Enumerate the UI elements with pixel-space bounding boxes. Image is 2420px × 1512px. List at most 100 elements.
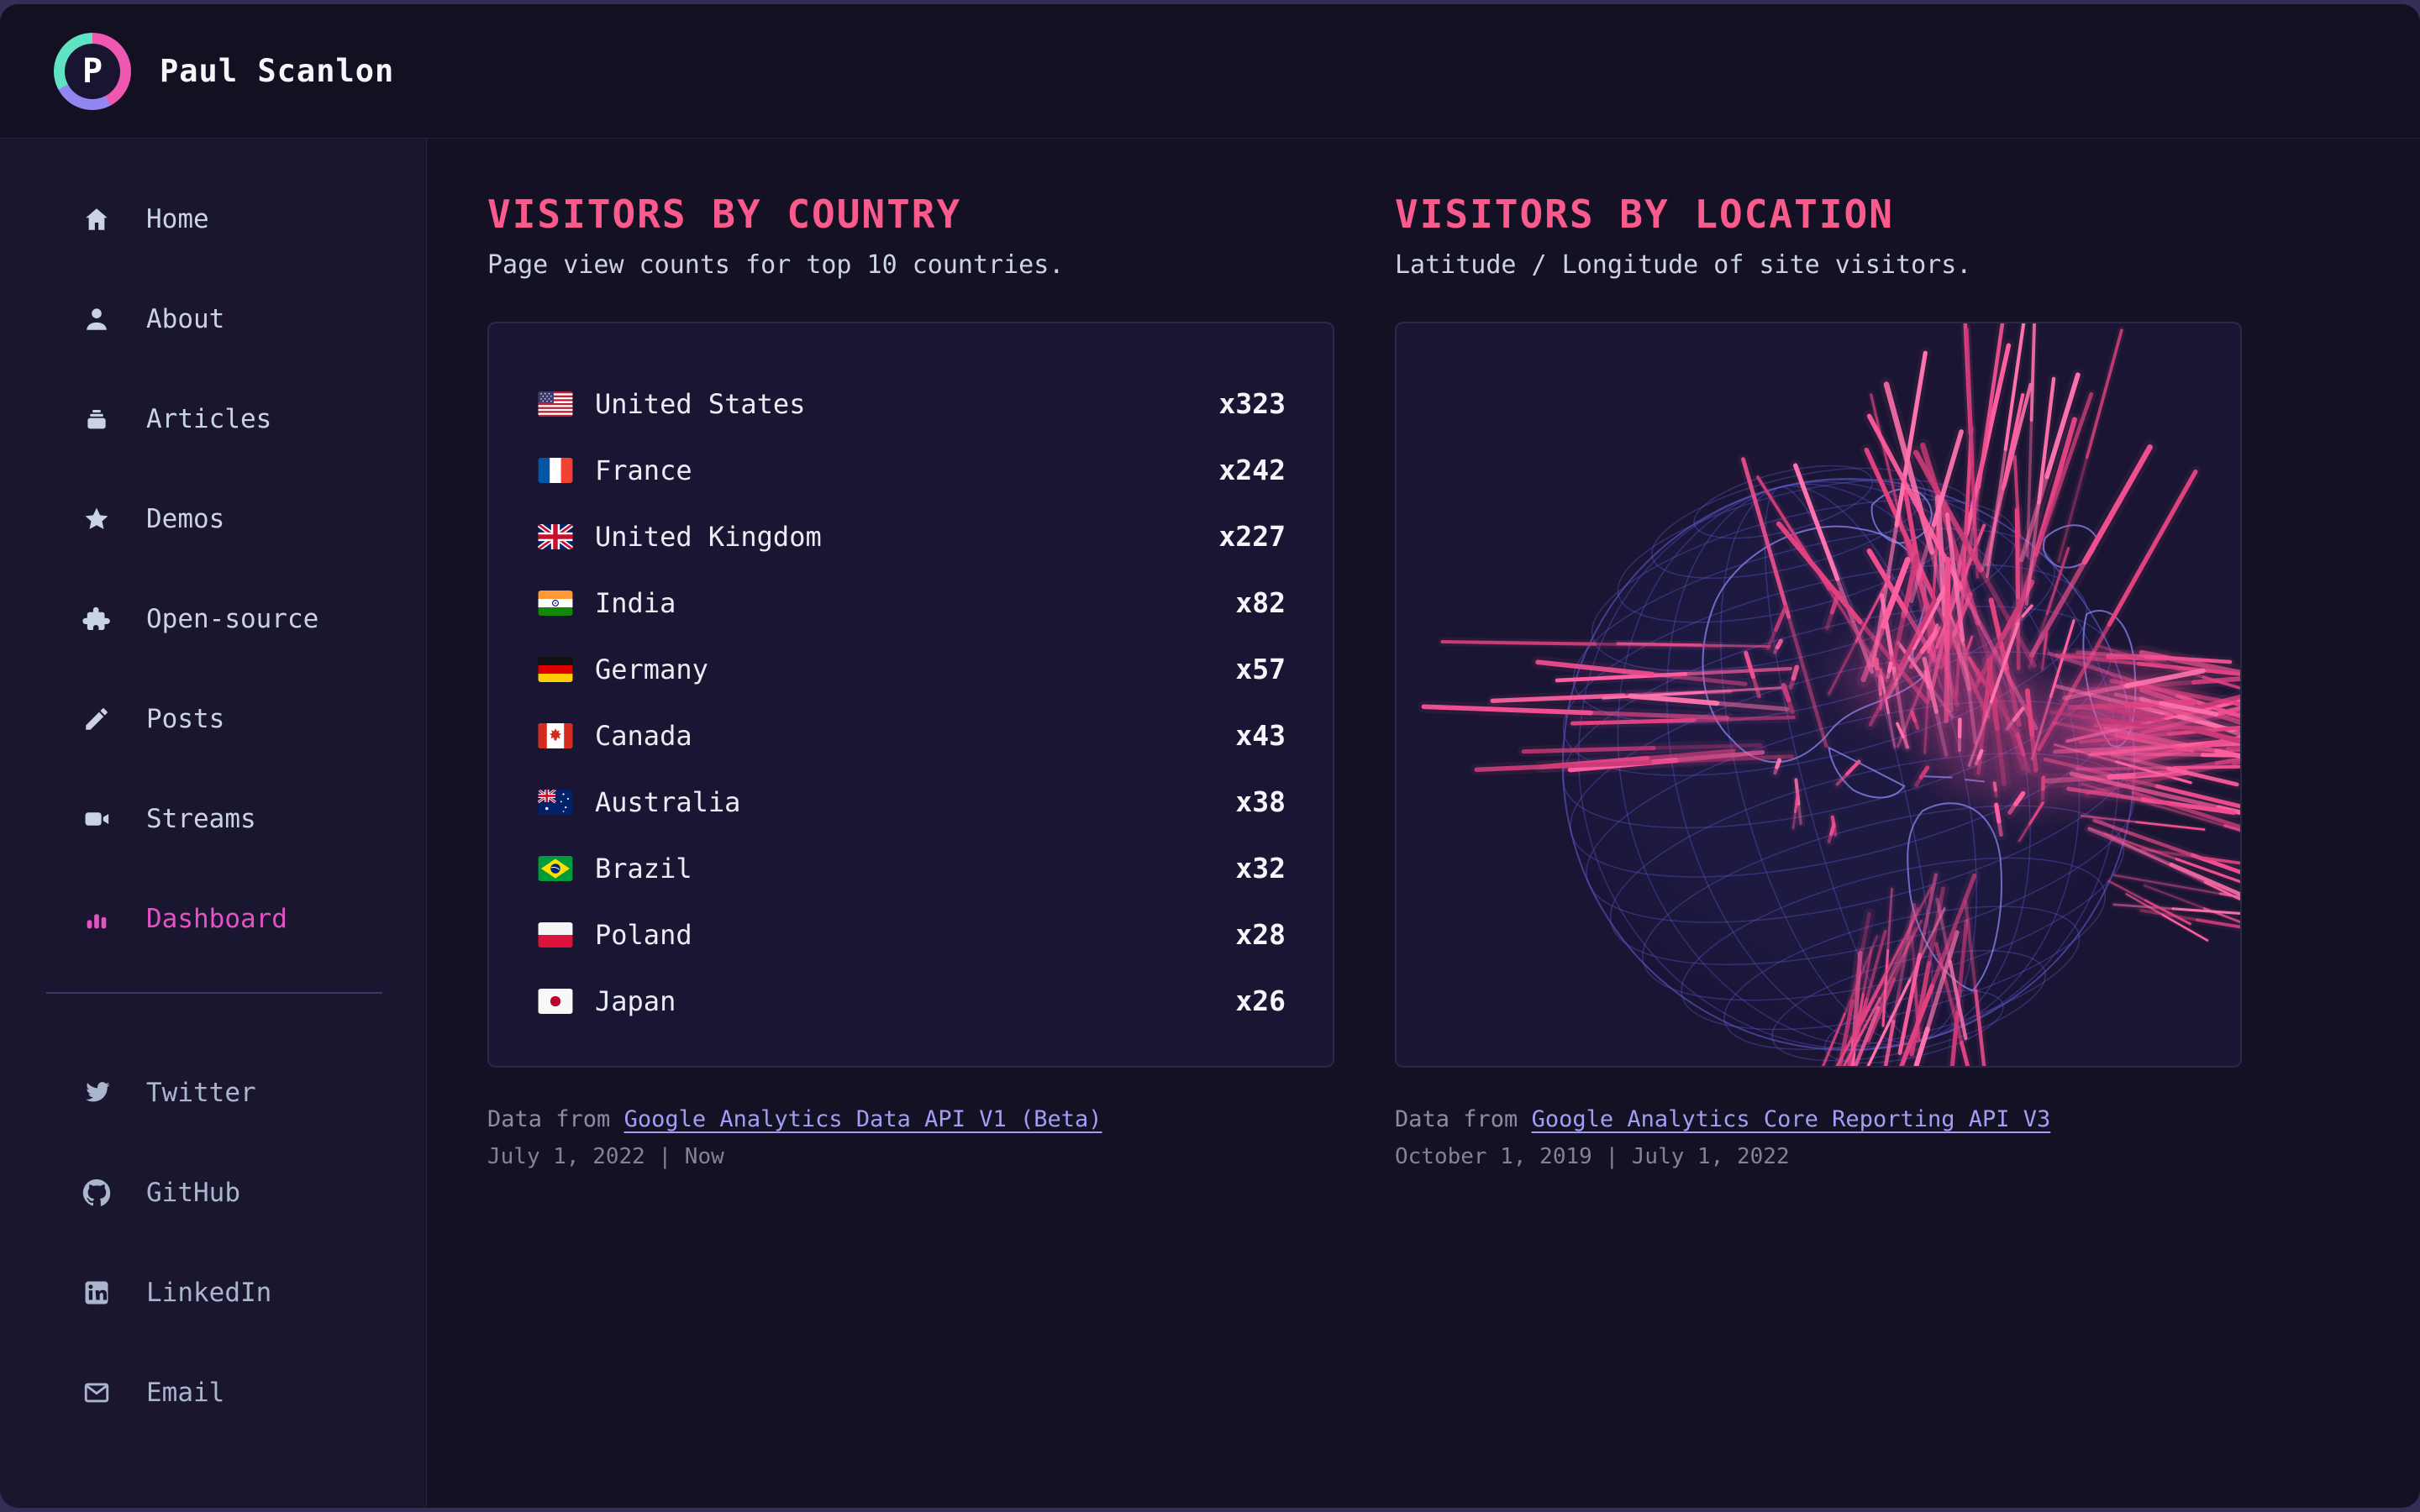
sidebar-link-label: Twitter [146, 1078, 256, 1108]
sidebar-item-posts[interactable]: Posts [81, 692, 426, 746]
star-icon [81, 503, 113, 535]
visitor-spikes [1418, 323, 2240, 1066]
source-prefix: Data from [487, 1106, 624, 1132]
country-count: x38 [1235, 785, 1286, 818]
sidebar-item-articles[interactable]: Articles [81, 392, 426, 446]
app-window: P Paul Scanlon Home About Articles Demos [0, 4, 2420, 1508]
sidebar-item-dashboard[interactable]: Dashboard [81, 892, 426, 946]
country-panel-date-range: July 1, 2022 | Now [487, 1144, 724, 1169]
sidebar-link-twitter[interactable]: Twitter [81, 1066, 426, 1120]
sidebar-item-demos[interactable]: Demos [81, 492, 426, 546]
sidebar-divider [46, 992, 382, 994]
country-name: France [595, 454, 692, 486]
sidebar-item-streams[interactable]: Streams [81, 792, 426, 846]
sidebar-link-label: GitHub [146, 1178, 240, 1208]
country-count: x43 [1235, 719, 1286, 752]
archive-icon [81, 403, 113, 435]
country-name: United States [595, 387, 806, 420]
country-row: Brazil x32 [538, 835, 1286, 901]
location-panel-date-range: October 1, 2019 | July 1, 2022 [1395, 1144, 1790, 1169]
sidebar-item-label: Open-source [146, 604, 319, 634]
country-row: India x82 [538, 570, 1286, 636]
site-owner-name: Paul Scanlon [160, 53, 395, 89]
sidebar-item-label: Posts [146, 704, 225, 734]
email-icon [81, 1377, 113, 1409]
flag-fr-icon [538, 457, 573, 483]
country-row: France x242 [538, 437, 1286, 503]
country-list: United States x323 France x242 United Ki… [489, 323, 1333, 1034]
flag-ca-icon [538, 722, 573, 748]
twitter-icon [81, 1077, 113, 1109]
github-icon [81, 1177, 113, 1209]
country-panel-subtitle: Page view counts for top 10 countries. [487, 250, 1065, 280]
country-name: Australia [595, 785, 741, 818]
user-icon [81, 303, 113, 335]
country-name: Canada [595, 719, 692, 752]
flag-au-icon [538, 789, 573, 815]
country-name: India [595, 586, 676, 619]
country-row: United Kingdom x227 [538, 503, 1286, 570]
flag-us-icon [538, 391, 573, 417]
source-prefix: Data from [1395, 1106, 1532, 1132]
video-icon [81, 803, 113, 835]
globe-visualization[interactable] [1395, 322, 2242, 1068]
country-row: Canada x43 [538, 702, 1286, 769]
linkedin-icon [81, 1277, 113, 1309]
country-row: United States x323 [538, 370, 1286, 437]
sidebar-item-label: Articles [146, 404, 272, 434]
brand-home-link[interactable]: P Paul Scanlon [54, 32, 395, 110]
country-count: x57 [1235, 653, 1286, 685]
country-count: x28 [1235, 918, 1286, 951]
puzzle-icon [81, 603, 113, 635]
country-row: Australia x38 [538, 769, 1286, 835]
sidebar-item-open-source[interactable]: Open-source [81, 592, 426, 646]
main-content: VISITORS BY COUNTRY Page view counts for… [427, 139, 2420, 1507]
flag-jp-icon [538, 988, 573, 1014]
sidebar: Home About Articles Demos Open-source Po… [0, 139, 427, 1507]
avatar-initial: P [65, 43, 120, 99]
visitors-by-country-section: VISITORS BY COUNTRY Page view counts for… [487, 192, 1334, 1507]
country-count: x82 [1235, 586, 1286, 619]
country-source-link[interactable]: Google Analytics Data API V1 (Beta) [623, 1106, 1102, 1132]
country-row: Poland x28 [538, 901, 1286, 968]
home-icon [81, 203, 113, 235]
bar-chart-icon [81, 903, 113, 935]
sidebar-item-label: Demos [146, 504, 225, 534]
sidebar-link-github[interactable]: GitHub [81, 1166, 426, 1220]
country-count: x323 [1218, 387, 1286, 420]
globe-canvas [1418, 323, 2240, 1066]
flag-in-icon [538, 590, 573, 616]
country-name: United Kingdom [595, 520, 822, 553]
sidebar-item-label: Dashboard [146, 904, 287, 934]
location-panel-title: VISITORS BY LOCATION [1395, 192, 1894, 237]
country-count: x26 [1235, 984, 1286, 1017]
country-panel: United States x323 France x242 United Ki… [487, 322, 1334, 1068]
country-count: x32 [1235, 852, 1286, 885]
country-name: Brazil [595, 852, 692, 885]
country-row: Germany x57 [538, 636, 1286, 702]
flag-de-icon [538, 656, 573, 682]
sidebar-item-label: Streams [146, 804, 256, 834]
sidebar-link-email[interactable]: Email [81, 1366, 426, 1420]
sidebar-item-label: About [146, 304, 225, 334]
sidebar-item-about[interactable]: About [81, 292, 426, 346]
location-source-link[interactable]: Google Analytics Core Reporting API V3 [1531, 1106, 2051, 1132]
flag-br-icon [538, 855, 573, 881]
country-count: x242 [1218, 454, 1286, 486]
pencil-icon [81, 703, 113, 735]
country-row: Japan x26 [538, 968, 1286, 1034]
country-name: Japan [595, 984, 676, 1017]
country-panel-title: VISITORS BY COUNTRY [487, 192, 962, 237]
country-name: Germany [595, 653, 708, 685]
visitors-by-location-section: VISITORS BY LOCATION Latitude / Longitud… [1395, 192, 2242, 1507]
country-name: Poland [595, 918, 692, 951]
site-header: P Paul Scanlon [0, 4, 2420, 139]
sidebar-link-linkedin[interactable]: LinkedIn [81, 1266, 426, 1320]
avatar: P [54, 32, 131, 110]
flag-pl-icon [538, 921, 573, 948]
sidebar-item-home[interactable]: Home [81, 192, 426, 246]
country-panel-source: Data from Google Analytics Data API V1 (… [487, 1106, 1334, 1132]
location-panel-subtitle: Latitude / Longitude of site visitors. [1395, 250, 1972, 280]
location-panel-source: Data from Google Analytics Core Reportin… [1395, 1106, 2242, 1132]
country-count: x227 [1218, 520, 1286, 553]
